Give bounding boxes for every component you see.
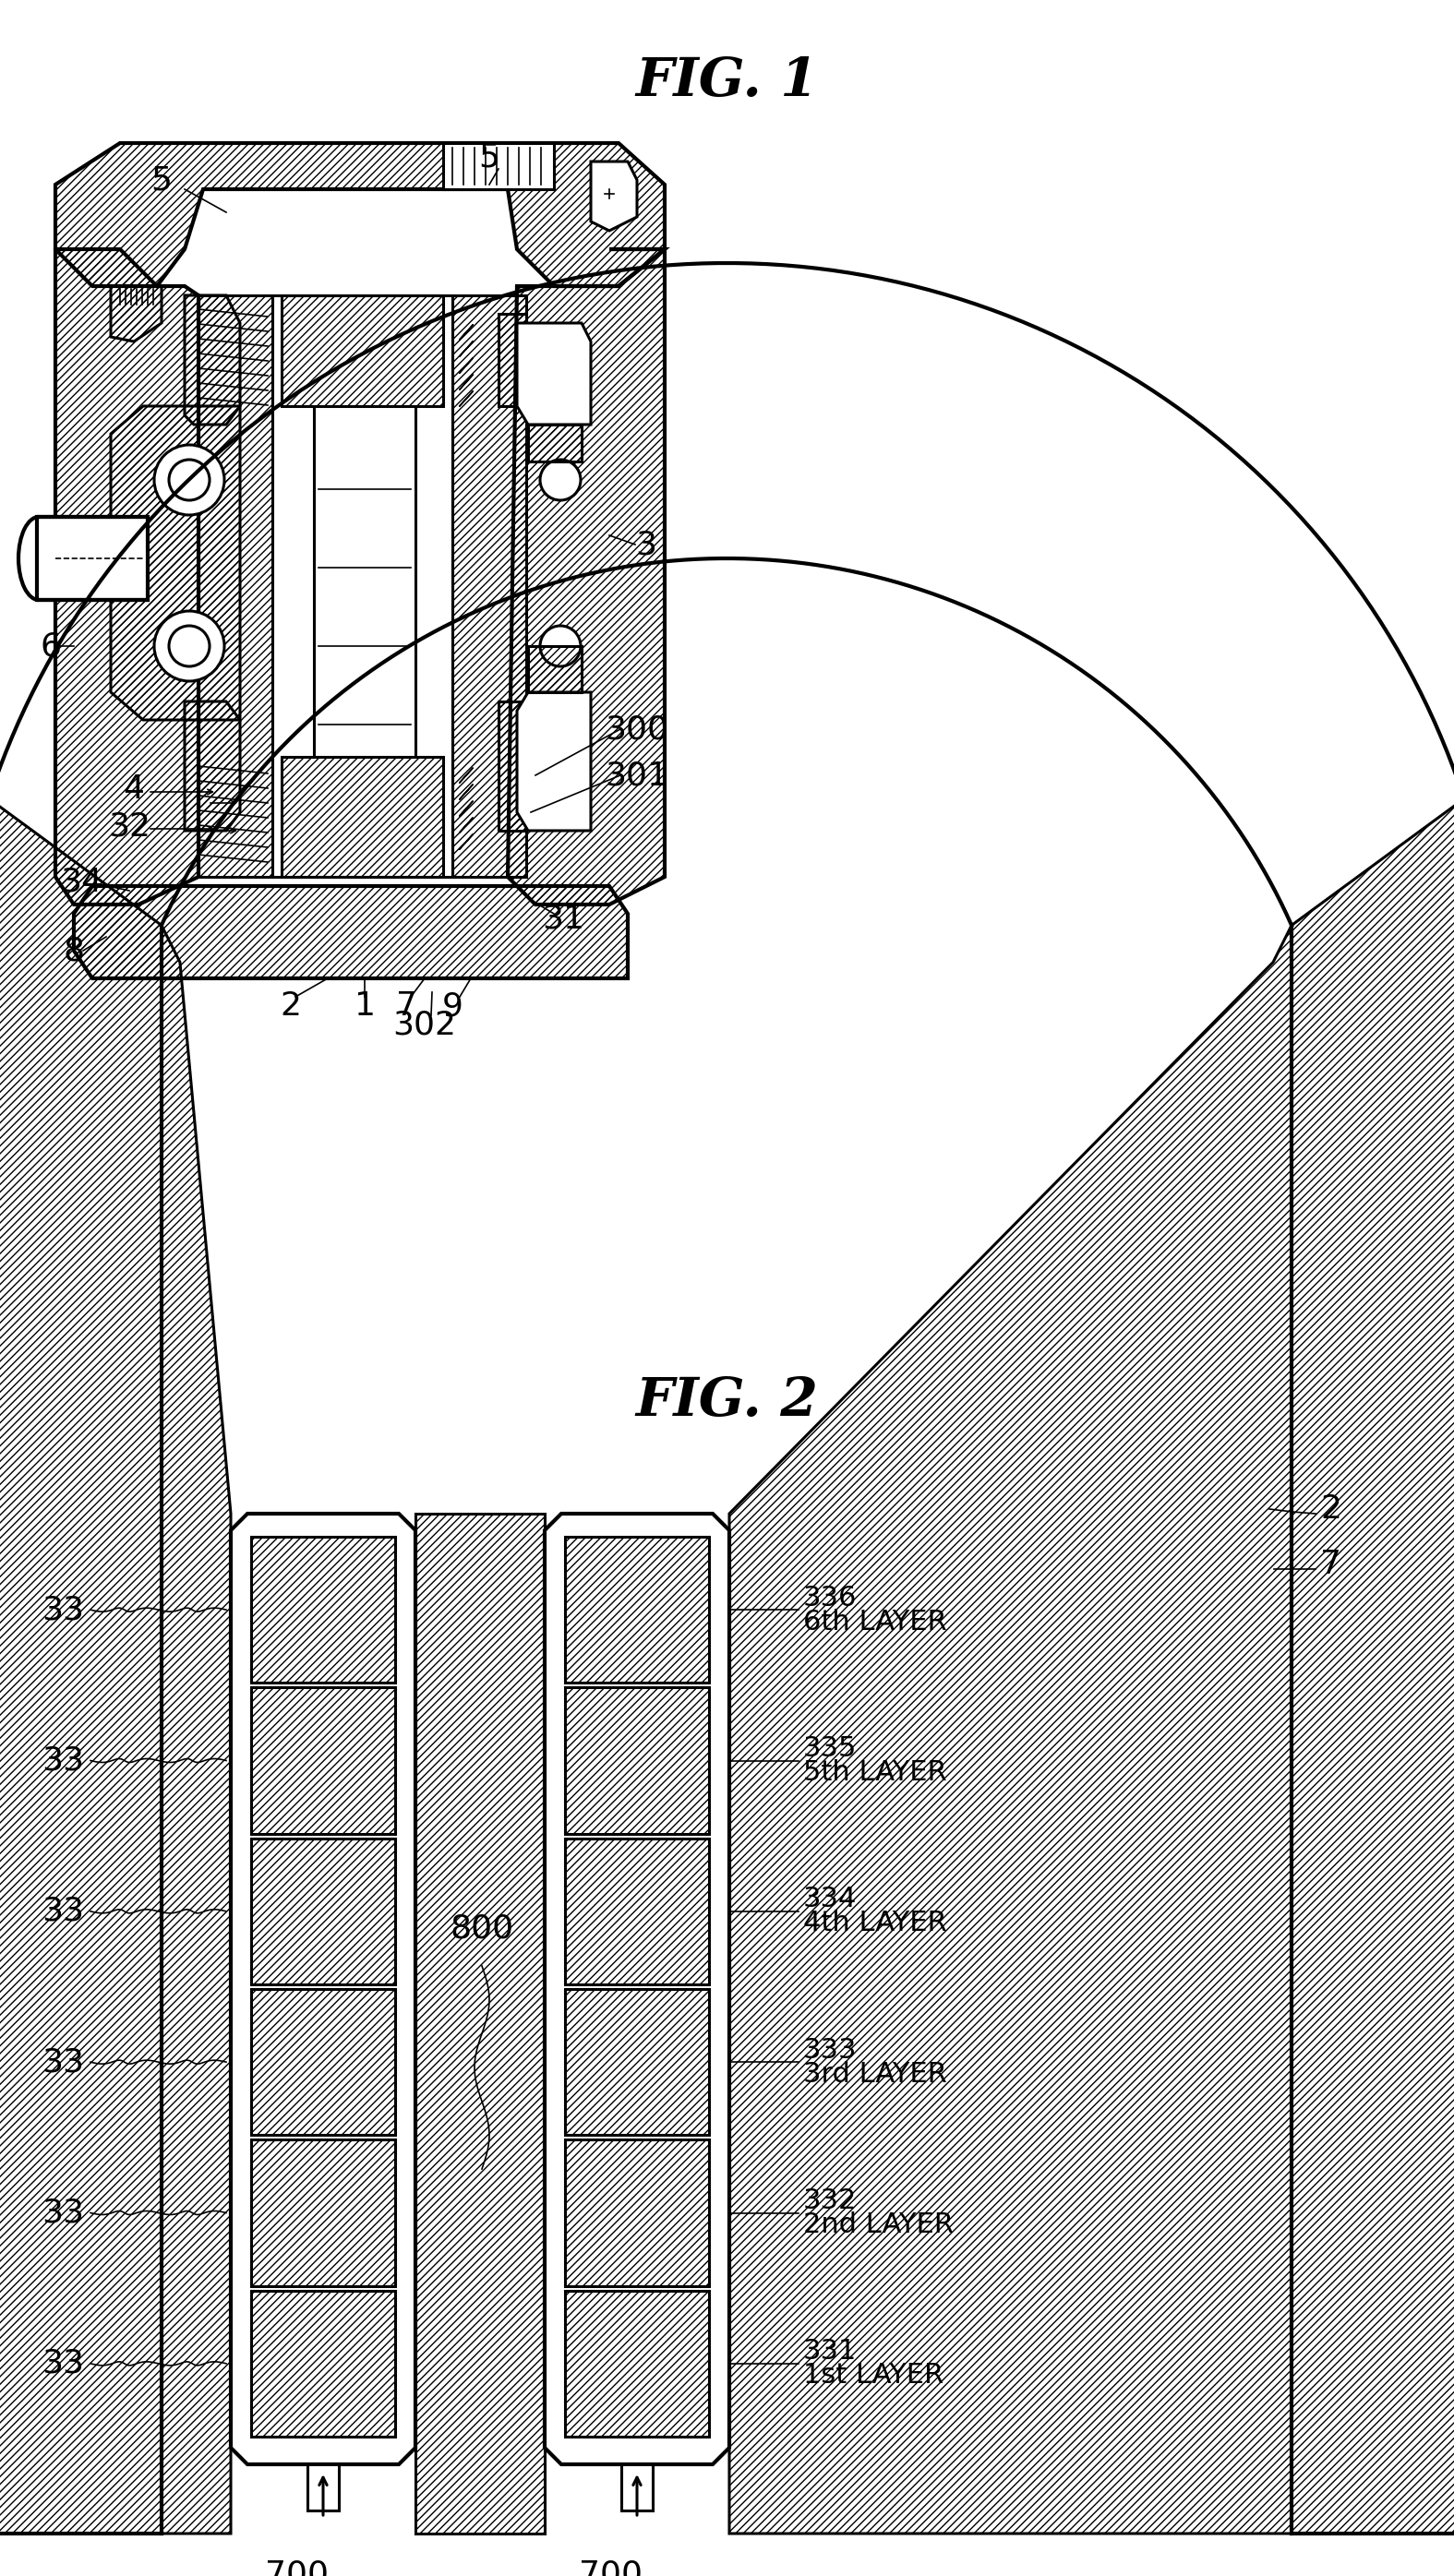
Text: 31: 31 — [542, 902, 585, 935]
Text: 300: 300 — [605, 714, 669, 744]
Text: 331: 331 — [803, 2339, 856, 2365]
Text: 1: 1 — [353, 989, 375, 1023]
Text: FIG. 1: FIG. 1 — [635, 54, 817, 108]
Text: 2: 2 — [281, 989, 301, 1023]
Polygon shape — [36, 518, 148, 600]
Polygon shape — [272, 296, 452, 876]
Text: 700: 700 — [266, 2561, 329, 2576]
Polygon shape — [545, 1515, 730, 2465]
Polygon shape — [443, 144, 554, 188]
Text: 32: 32 — [108, 811, 150, 842]
Polygon shape — [231, 1515, 416, 2465]
Text: 33: 33 — [42, 1896, 84, 1927]
Text: 6th LAYER: 6th LAYER — [803, 1607, 947, 1636]
Text: 332: 332 — [803, 2187, 856, 2215]
Text: 333: 333 — [803, 2038, 858, 2063]
Text: 2: 2 — [1320, 1494, 1342, 1525]
Circle shape — [539, 626, 580, 667]
Text: 335: 335 — [803, 1736, 856, 1762]
Text: 5th LAYER: 5th LAYER — [803, 1759, 947, 1785]
Text: 800: 800 — [449, 1914, 513, 1945]
Text: 7: 7 — [395, 989, 417, 1023]
Polygon shape — [307, 2465, 339, 2512]
Text: 8: 8 — [63, 935, 84, 966]
Circle shape — [154, 446, 224, 515]
Circle shape — [169, 459, 209, 500]
Polygon shape — [518, 693, 590, 829]
Text: 33: 33 — [42, 2197, 84, 2228]
Text: 5: 5 — [151, 165, 172, 196]
Text: 34: 34 — [60, 866, 102, 896]
Polygon shape — [621, 2465, 653, 2512]
Text: 33: 33 — [42, 1595, 84, 1625]
Text: 9: 9 — [442, 989, 462, 1023]
Text: 334: 334 — [803, 1886, 856, 1914]
Polygon shape — [590, 162, 637, 232]
Text: 336: 336 — [803, 1584, 856, 1610]
Text: 700: 700 — [579, 2561, 643, 2576]
Text: 5: 5 — [478, 142, 500, 173]
Text: 33: 33 — [42, 2347, 84, 2380]
Text: 6: 6 — [41, 631, 61, 662]
Text: 4th LAYER: 4th LAYER — [803, 1909, 947, 1937]
Text: 7: 7 — [1320, 1548, 1342, 1579]
Text: FIG. 2: FIG. 2 — [635, 1376, 817, 1427]
Text: 4: 4 — [124, 773, 144, 804]
Text: 3: 3 — [635, 528, 657, 559]
Text: 33: 33 — [42, 1744, 84, 1777]
Text: 2nd LAYER: 2nd LAYER — [803, 2210, 954, 2239]
Polygon shape — [518, 322, 590, 425]
Polygon shape — [314, 407, 416, 757]
Text: 302: 302 — [393, 1010, 457, 1041]
Text: 33: 33 — [42, 2045, 84, 2079]
Text: 1st LAYER: 1st LAYER — [803, 2362, 944, 2388]
Circle shape — [154, 611, 224, 680]
Text: 301: 301 — [605, 760, 669, 791]
Circle shape — [539, 459, 580, 500]
Circle shape — [169, 626, 209, 667]
Text: 3rd LAYER: 3rd LAYER — [803, 2061, 947, 2087]
